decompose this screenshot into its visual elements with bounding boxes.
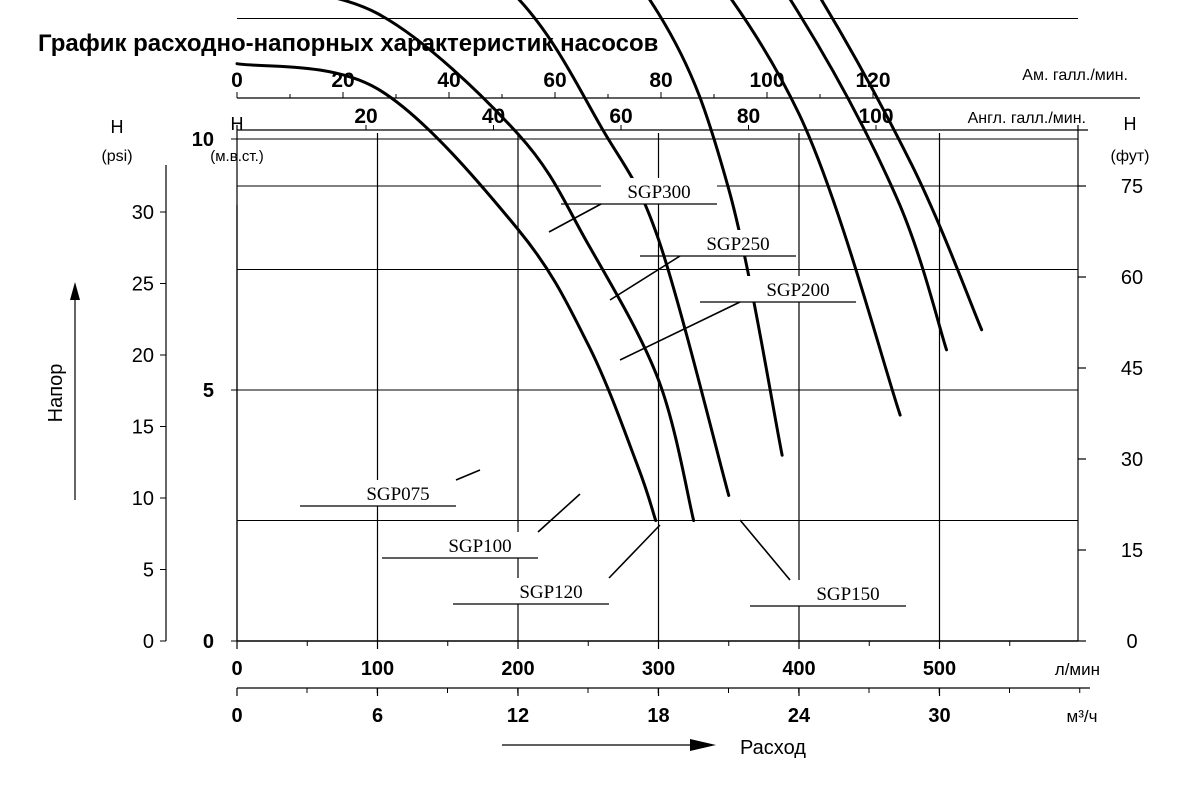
lpm-tick-label: 300 — [642, 658, 675, 680]
feet-tick-label: 30 — [1121, 449, 1143, 471]
meters-unit-label: (м.в.ст.) — [210, 148, 263, 165]
y-axis-title: Напор — [45, 364, 67, 423]
psi-head-label: H — [111, 117, 124, 137]
label-box-sgp200 — [740, 276, 856, 302]
us-gpm-tick-label: 0 — [231, 69, 243, 92]
uk-gpm-tick-label: 20 — [354, 105, 377, 128]
psi-tick-label: 15 — [132, 417, 154, 439]
x-title-arrowhead — [690, 739, 716, 751]
us-gpm-tick-label: 20 — [331, 69, 354, 92]
us-gpm-tick-label: 120 — [855, 69, 890, 92]
y-title-arrowhead — [70, 282, 80, 300]
m3h-tick-label: 24 — [788, 705, 811, 727]
lpm-tick-label: 200 — [501, 658, 534, 680]
uk-gpm-tick-label: 40 — [482, 105, 505, 128]
psi-unit-label: (psi) — [101, 148, 132, 165]
curve-label-sgp200: SGP200 — [766, 280, 829, 301]
curve-sgp150 — [648, 0, 784, 457]
us-gpm-tick-label: 100 — [749, 69, 784, 92]
curve-label-sgp100: SGP100 — [448, 536, 511, 557]
leader-sgp150 — [739, 519, 791, 581]
lpm-tick-label: 500 — [923, 658, 956, 680]
us-gpm-tick-label: 80 — [649, 69, 672, 92]
m3h-tick-label: 12 — [507, 705, 529, 727]
psi-tick-label: 30 — [132, 202, 154, 224]
leader-sgp300 — [548, 203, 602, 233]
meters-tick-label: 5 — [203, 380, 214, 402]
leader-sgp100 — [537, 493, 581, 533]
label-box-sgp300 — [601, 178, 717, 204]
us-gpm-axis-label: Ам. галл./мин. — [1022, 67, 1128, 84]
label-box-sgp250 — [680, 230, 796, 256]
label-box-sgp120 — [493, 578, 609, 604]
curve-label-sgp075: SGP075 — [366, 484, 429, 505]
us-gpm-tick-label: 40 — [437, 69, 460, 92]
psi-tick-label: 0 — [143, 631, 154, 653]
meters-tick-label: 10 — [192, 129, 214, 151]
m3h-axis-label: м³/ч — [1067, 707, 1098, 726]
x-axis-title: Расход — [740, 737, 806, 759]
uk-gpm-tick-label: 60 — [609, 105, 632, 128]
meters-tick-label: 0 — [203, 631, 214, 653]
psi-tick-label: 20 — [132, 345, 154, 367]
psi-tick-label: 10 — [132, 488, 154, 510]
curve-labels: SGP300 SGP250 SGP200 SGP150 SGP120 SGP100 SGP0… — [300, 178, 906, 607]
axes — [70, 92, 1140, 751]
lpm-tick-label: 100 — [361, 658, 394, 680]
feet-head-label: H — [1124, 114, 1137, 134]
psi-tick-label: 25 — [132, 274, 154, 296]
grid — [237, 18, 1078, 641]
feet-tick-label: 45 — [1121, 358, 1143, 380]
feet-unit-label: (фут) — [1111, 148, 1150, 165]
lpm-axis-label: л/мин — [1055, 660, 1100, 679]
curve-sgp120 — [517, 0, 731, 497]
curves — [235, 0, 984, 523]
label-box-sgp150 — [790, 580, 906, 606]
curve-sgp200 — [730, 0, 902, 417]
feet-tick-label: 75 — [1121, 176, 1143, 198]
curve-label-sgp120: SGP120 — [519, 582, 582, 603]
lpm-tick-label: 0 — [231, 658, 242, 680]
curve-sgp250 — [788, 0, 949, 352]
chart-title: График расходно-напорных характеристик н… — [38, 30, 659, 57]
psi-tick-label: 5 — [143, 560, 154, 582]
m3h-tick-label: 6 — [372, 705, 383, 727]
curve-label-sgp300: SGP300 — [627, 182, 690, 203]
m3h-tick-label: 30 — [928, 705, 950, 727]
feet-tick-label: 0 — [1126, 631, 1137, 653]
axis-text: 0 20 40 60 80 100 120 Ам. галл./мин.20 40 60 80 100… — [45, 67, 1150, 759]
uk-gpm-tick-label: 100 — [858, 105, 893, 128]
feet-tick-label: 15 — [1121, 540, 1143, 562]
curve-label-sgp150: SGP150 — [816, 584, 879, 605]
leader-sgp075 — [455, 469, 481, 481]
leader-sgp120 — [608, 524, 661, 579]
uk-gpm-tick-label: 80 — [737, 105, 760, 128]
label-box-sgp075 — [340, 480, 456, 506]
meters-head-label: H — [231, 114, 244, 134]
lpm-tick-label: 400 — [782, 658, 815, 680]
curve-label-sgp250: SGP250 — [706, 234, 769, 255]
label-box-sgp100 — [422, 532, 538, 558]
leader-sgp250 — [609, 255, 681, 301]
us-gpm-tick-label: 60 — [543, 69, 566, 92]
m3h-tick-label: 0 — [231, 705, 242, 727]
curve-sgp300 — [819, 0, 984, 332]
curve-sgp075 — [235, 62, 658, 523]
curve-sgp100 — [337, 0, 696, 523]
feet-tick-label: 60 — [1121, 267, 1143, 289]
leader-sgp200 — [619, 301, 741, 361]
m3h-tick-label: 18 — [647, 705, 669, 727]
uk-gpm-axis-label: Англ. галл./мин. — [968, 110, 1086, 127]
